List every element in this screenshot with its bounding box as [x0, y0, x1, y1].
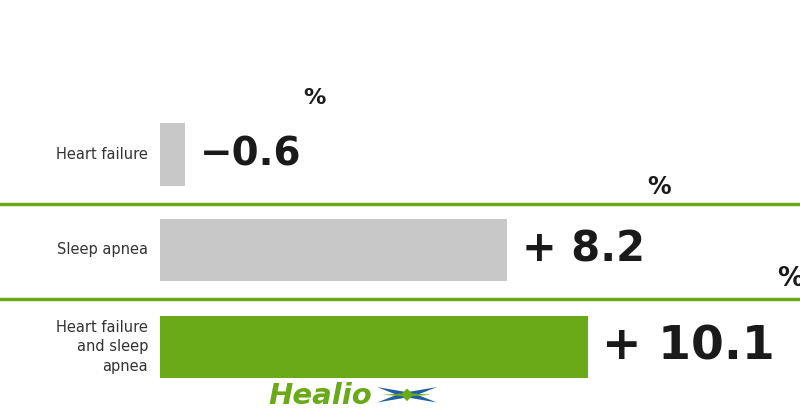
Polygon shape — [377, 387, 414, 396]
Polygon shape — [377, 393, 414, 402]
FancyBboxPatch shape — [160, 218, 507, 281]
Text: Healio: Healio — [268, 382, 372, 410]
FancyBboxPatch shape — [160, 123, 186, 186]
Text: %: % — [304, 88, 326, 108]
Text: age-adjusted mortality rates from 1999 to 2019:: age-adjusted mortality rates from 1999 t… — [95, 71, 705, 91]
Text: %: % — [647, 175, 671, 199]
Text: + 10.1: + 10.1 — [602, 324, 775, 369]
Text: Heart failure
and sleep
apnea: Heart failure and sleep apnea — [56, 320, 148, 373]
Polygon shape — [401, 388, 414, 396]
Text: Heart failure: Heart failure — [56, 147, 148, 162]
Text: −0.6: −0.6 — [200, 136, 302, 173]
FancyBboxPatch shape — [160, 315, 588, 378]
Text: Average annual percent change in: Average annual percent change in — [185, 30, 615, 50]
Polygon shape — [401, 393, 414, 401]
Text: + 8.2: + 8.2 — [522, 229, 645, 271]
Text: %: % — [778, 266, 800, 292]
Polygon shape — [401, 387, 437, 396]
Polygon shape — [382, 393, 414, 396]
Polygon shape — [401, 393, 437, 402]
Text: Sleep apnea: Sleep apnea — [57, 242, 148, 257]
Polygon shape — [401, 393, 432, 396]
